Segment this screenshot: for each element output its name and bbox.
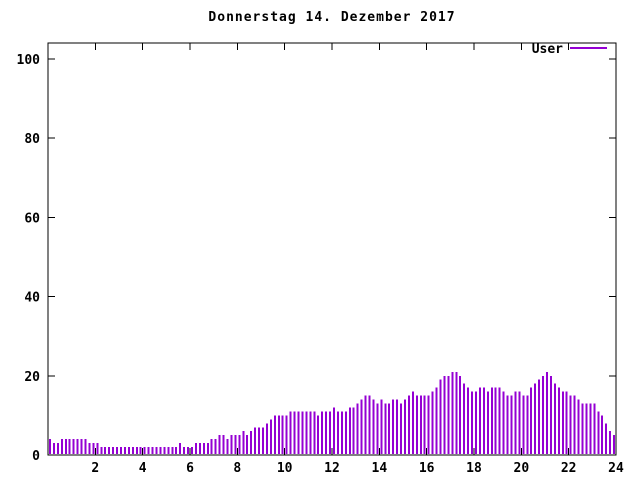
legend-label: User	[532, 42, 563, 57]
y-tick-label: 0	[32, 449, 40, 464]
x-tick-label: 10	[277, 461, 293, 476]
bars-group	[48, 371, 616, 454]
x-tick-label: 16	[419, 461, 435, 476]
legend: User	[532, 42, 607, 57]
y-tick-label: 40	[24, 291, 40, 306]
x-axis-labels: 2 4 6 8 10 12 14 16 18 20 22 24	[91, 461, 624, 476]
x-tick-label: 14	[372, 461, 388, 476]
x-tick-label: 8	[233, 461, 241, 476]
x-tick-label: 12	[324, 461, 340, 476]
y-tick-label: 80	[24, 132, 40, 147]
x-tick-label: 6	[186, 461, 194, 476]
ticks-group	[48, 43, 617, 456]
x-tick-label: 20	[514, 461, 530, 476]
x-tick-label: 4	[139, 461, 147, 476]
y-tick-label: 20	[24, 370, 40, 385]
y-axis-labels: 0 20 40 60 80 100	[17, 53, 41, 464]
x-tick-label: 22	[561, 461, 577, 476]
y-tick-label: 100	[17, 53, 41, 68]
chart-title: Donnerstag 14. Dezember 2017	[208, 10, 455, 25]
x-tick-label: 24	[608, 461, 624, 476]
x-tick-label: 2	[91, 461, 99, 476]
y-tick-label: 60	[24, 211, 40, 226]
x-tick-label: 18	[466, 461, 482, 476]
